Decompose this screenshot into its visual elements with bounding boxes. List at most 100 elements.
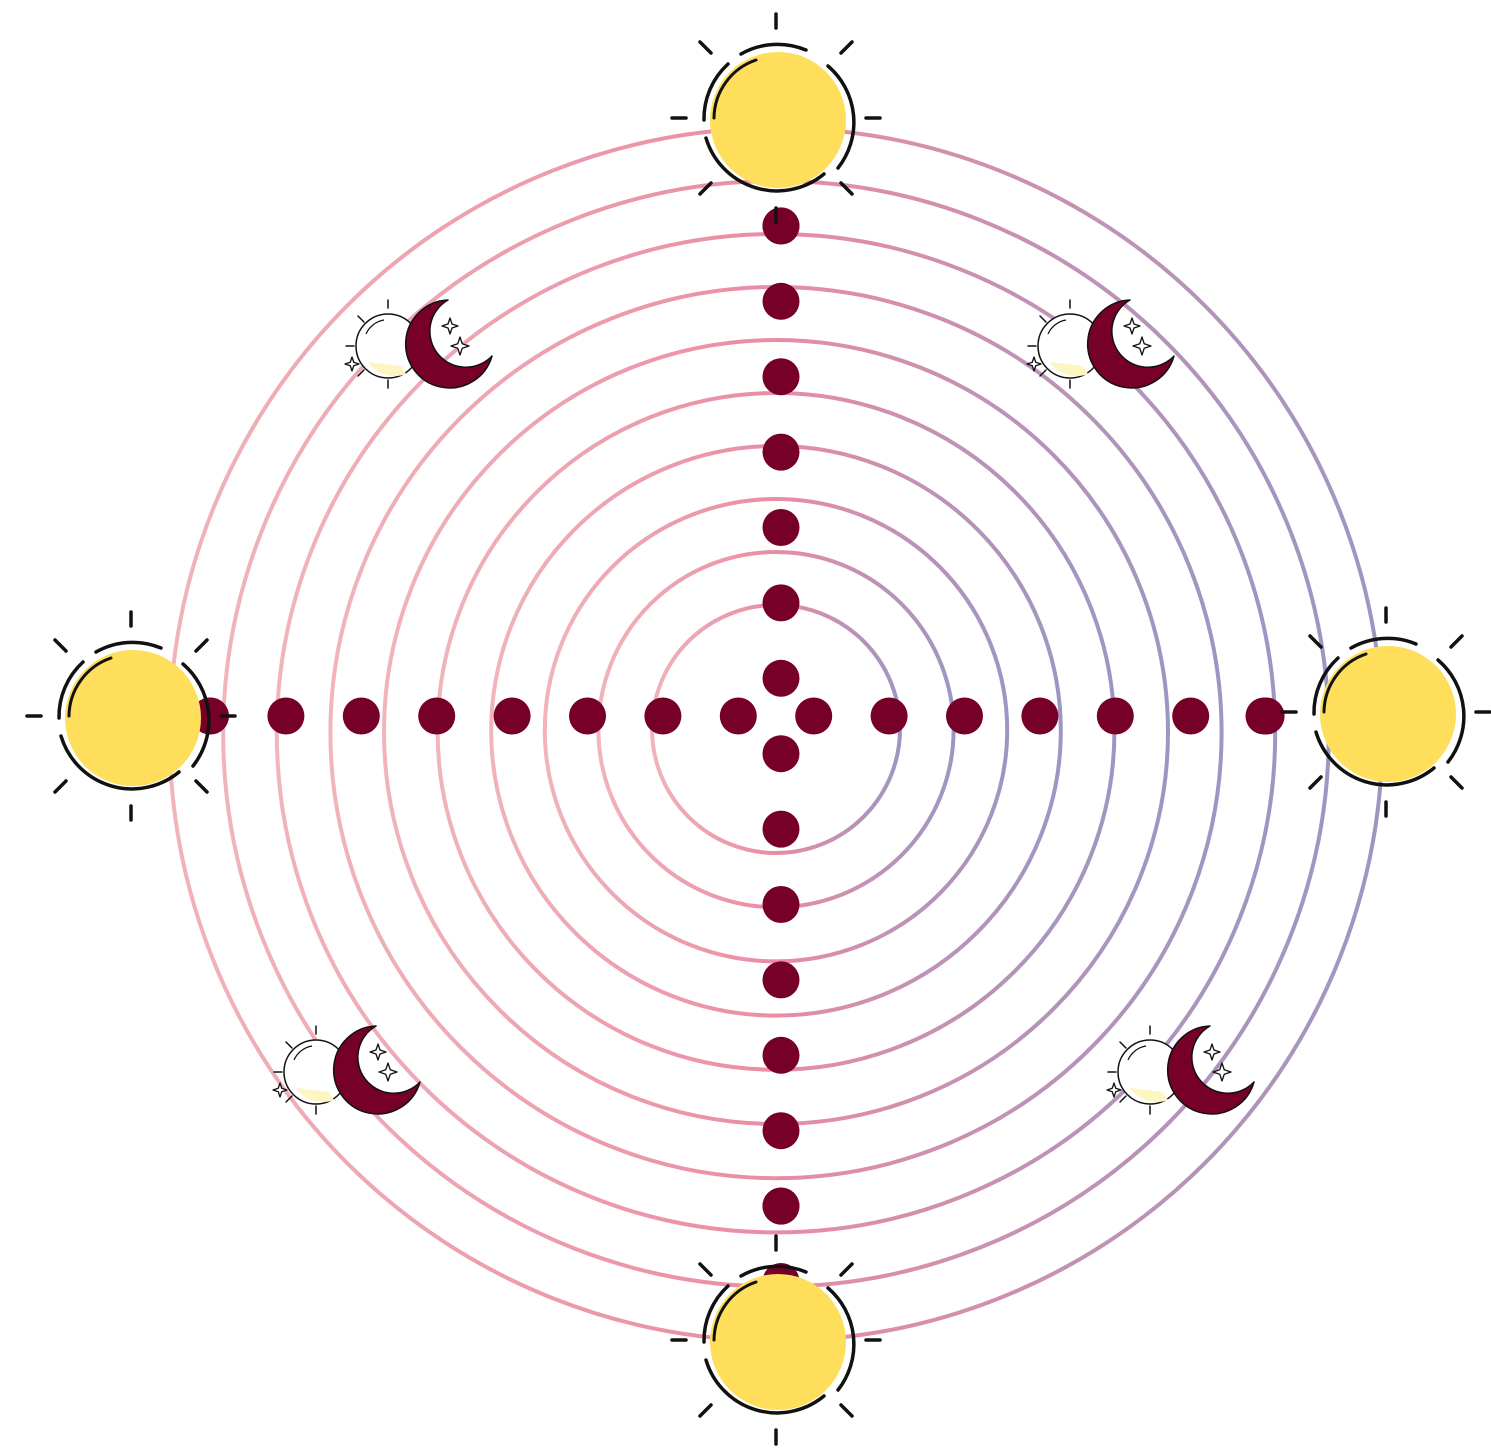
sun-disc [710,1274,846,1410]
sun-outline-arc [826,1286,856,1392]
pale-sun-ray [1039,315,1047,323]
sun-outline-arc [739,1264,808,1278]
pale-sun-shade [368,362,406,377]
cross-dot [946,697,983,735]
sparkle-star-icon [1106,1082,1122,1098]
sun-outline-arc [181,662,211,768]
crescent-moon-icon [344,299,493,389]
sun-ray [1308,775,1323,790]
sun-inner-arc [712,58,758,120]
pale-sun-ray [285,1095,293,1103]
sparkle-star-icon [272,1082,288,1098]
sparkle-star-icon [378,1062,398,1082]
sun-icon [25,610,237,822]
cross-dot [1245,697,1283,735]
sun-outline-arc [739,42,808,56]
sun-ray [698,40,713,55]
sun-ray [53,779,68,794]
cross-dot [1021,697,1059,735]
ring [542,497,1010,964]
cross-dot [762,358,800,396]
sun-outline-arc [704,136,826,193]
sun-ray [839,1403,854,1418]
sparkle-star-icon [1123,317,1141,335]
cross-dot [795,697,833,735]
pale-sun-ray [1039,369,1047,377]
pale-sun-ray [357,369,365,377]
sun-icons [25,12,1491,1446]
sparkle-star-icon [441,317,459,335]
dotted-cross [191,132,1360,1300]
cross-dot [493,697,531,735]
sun-outline-arc [1312,656,1340,716]
cross-dot [762,1036,800,1074]
cross-dot [762,509,800,546]
cross-dot [342,697,380,735]
pale-sun-shade [1050,362,1088,377]
sun-ray [1308,634,1323,649]
sun-ray [194,779,209,794]
pale-sun-ray [1119,1095,1127,1103]
cross-dot [762,1187,800,1225]
sun-outline-arc [1349,636,1418,650]
sun-inner-arc [712,1280,758,1342]
sparkle-star-icon [1132,336,1152,356]
crescent [1166,1025,1255,1115]
cross-dot [719,697,757,735]
crescent-moon-icon [1106,1025,1255,1115]
sun-outline-arc [1314,730,1436,787]
pale-sun-arc [1127,1045,1147,1061]
sun-disc [65,650,201,786]
sun-ray [698,1262,713,1277]
cross-dot [762,584,800,622]
sun-ray [839,181,854,196]
cross-dot [762,207,800,245]
cross-dot [762,1112,800,1150]
pale-sun-arc [1047,319,1067,335]
sun-outline-arc [57,660,85,720]
sun-outline-arc [702,1284,730,1344]
cross-dot [762,282,800,320]
cross-dot [644,697,682,735]
cross-dot [1172,697,1210,735]
sun-ray [839,40,854,55]
cross-dot [418,697,456,735]
sparkle-star-icon [369,1043,387,1061]
sun-disc [710,52,846,188]
sun-outline-arc [59,734,181,791]
sun-icon [670,12,882,224]
sparkle-star-icon [1026,356,1042,372]
sun-ray [1449,775,1464,790]
pale-sun-shade [296,1088,334,1103]
moon-icons [272,299,1255,1115]
sun-ray [698,181,713,196]
sun-outline-arc [702,62,730,122]
crescent-moon-icon [272,1025,421,1115]
cross-dot [762,659,800,697]
cross-dot [267,697,305,735]
pale-sun-ray [1119,1041,1127,1049]
pale-sun-ray [285,1041,293,1049]
cross-dot [870,697,908,735]
sparkle-star-icon [1212,1062,1232,1082]
sun-ray [194,638,209,653]
sun-icon [1280,606,1491,818]
cross-dot [1096,697,1134,735]
cross-dot [762,961,800,999]
cross-dot [762,735,800,773]
sparkle-star-icon [344,356,360,372]
pale-sun-arc [365,319,385,335]
sun-outline-arc [704,1358,826,1415]
sparkle-star-icon [450,336,470,356]
cross-dot [762,433,800,471]
sparkle-star-icon [1203,1043,1221,1061]
pale-sun-arc [293,1045,313,1061]
cross-dot [762,810,800,848]
sun-ray [698,1403,713,1418]
crescent [332,1025,421,1115]
sun-icon [670,1234,882,1446]
crescent [404,299,493,389]
sun-ray [53,638,68,653]
pale-sun-ray [357,315,365,323]
